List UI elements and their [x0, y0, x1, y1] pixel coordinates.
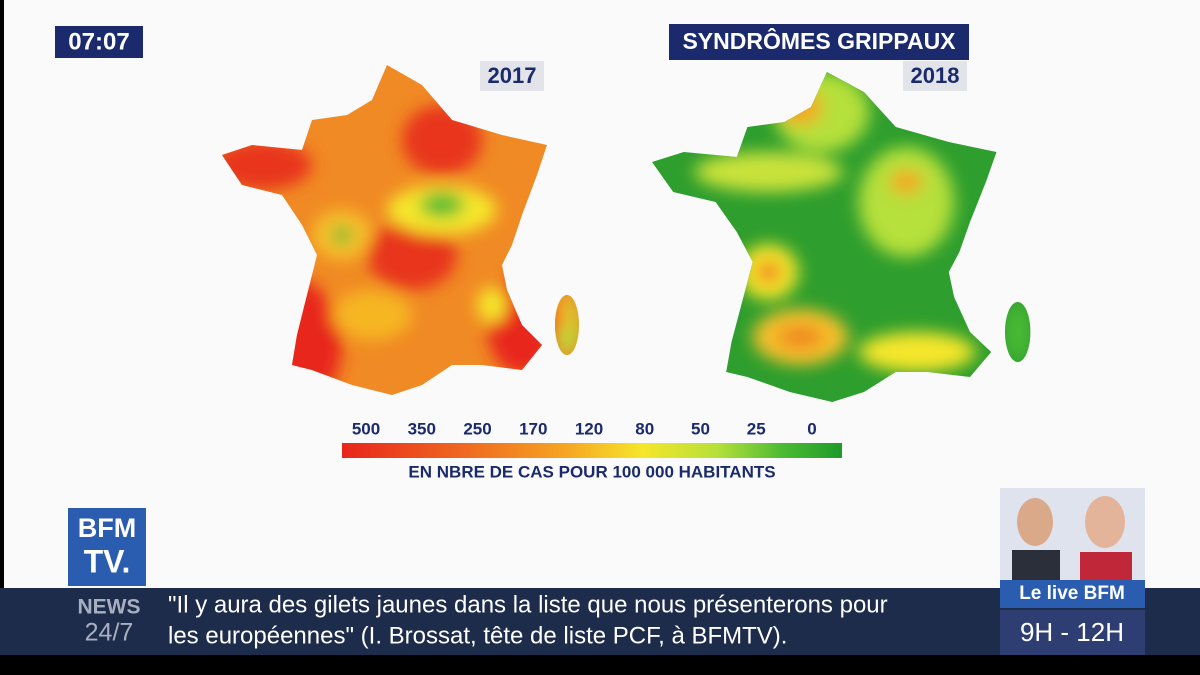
legend-labels: 500 350 250 170 120 80 50 25 0 — [352, 419, 817, 438]
year-box — [903, 61, 967, 91]
title-box — [669, 24, 969, 60]
presenter — [1080, 552, 1132, 580]
legend-label: 250 — [463, 419, 491, 438]
legend-label: 170 — [519, 419, 547, 438]
presenter — [1012, 550, 1060, 580]
legend-label: 0 — [807, 419, 816, 438]
legend-label: 50 — [691, 419, 710, 438]
presenter — [1017, 498, 1053, 546]
show-time: 9H - 12H — [1020, 617, 1124, 647]
legend-label: 25 — [747, 419, 766, 438]
logo-text: BFM — [78, 513, 136, 543]
show-time-box — [1000, 610, 1145, 655]
title: SYNDRÔMES GRIPPAUX — [682, 27, 956, 54]
clock: 07:07 — [68, 28, 129, 55]
channel: NEWS — [78, 596, 141, 619]
ticker-text: "Il y aura des gilets jaunes dans la lis… — [168, 591, 888, 618]
clock-box — [55, 26, 143, 58]
legend-caption: EN NBRE DE CAS POUR 100 000 HABITANTS — [408, 462, 775, 481]
legend-label: 120 — [575, 419, 603, 438]
logo — [68, 508, 146, 586]
presenter — [1085, 496, 1125, 548]
map-year: 2017 — [488, 63, 537, 88]
legend-bar — [342, 443, 842, 458]
channel: 24/7 — [85, 619, 134, 647]
map-year: 2018 — [911, 63, 960, 88]
legend-label: 500 — [352, 419, 380, 438]
logo-text: TV. — [84, 543, 131, 579]
year-box — [480, 61, 544, 91]
show-name-box — [1000, 580, 1145, 608]
legend-label: 350 — [408, 419, 436, 438]
legend-label: 80 — [635, 419, 654, 438]
show-name: Le live BFM — [1019, 583, 1125, 604]
ticker-text: les européennes" (I. Brossat, tête de li… — [168, 622, 787, 649]
